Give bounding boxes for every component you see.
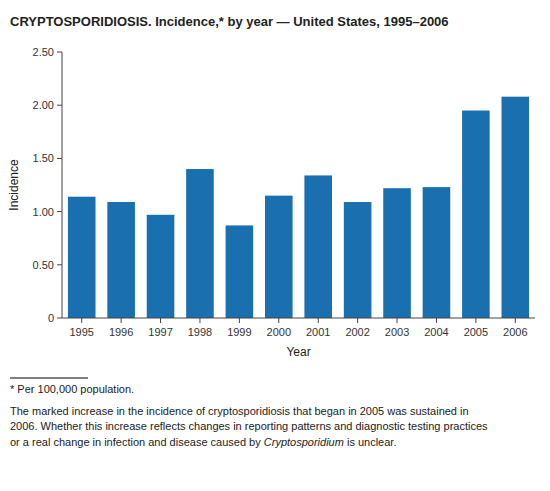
x-tick xyxy=(278,318,279,323)
bar xyxy=(68,197,96,318)
footnote: 2006. Whether this increase reflects cha… xyxy=(10,420,488,432)
y-tick xyxy=(57,105,62,106)
y-tick xyxy=(57,318,62,319)
y-tick-label: 1.00 xyxy=(33,206,54,218)
x-tick xyxy=(160,318,161,323)
x-tick xyxy=(121,318,122,323)
x-tick xyxy=(397,318,398,323)
x-tick-label: 1999 xyxy=(227,326,251,338)
x-tick-label: 1998 xyxy=(188,326,212,338)
x-tick xyxy=(81,318,82,323)
x-tick-label: 1996 xyxy=(109,326,133,338)
x-tick xyxy=(475,318,476,323)
bar xyxy=(383,188,411,318)
footnote: * Per 100,000 population. xyxy=(10,383,134,395)
x-tick xyxy=(239,318,240,323)
bar xyxy=(265,196,293,318)
y-tick xyxy=(57,158,62,159)
footnote-run: or a real change in infection and diseas… xyxy=(10,436,264,448)
y-tick-label: 2.00 xyxy=(33,99,54,111)
footnote: The marked increase in the incidence of … xyxy=(10,405,469,417)
bar xyxy=(226,225,254,318)
x-tick-label: 1997 xyxy=(148,326,172,338)
footnote-run: Cryptosporidium xyxy=(264,436,344,448)
x-tick-label: 1995 xyxy=(69,326,93,338)
footnote: or a real change in infection and diseas… xyxy=(10,436,396,448)
x-axis-label: Year xyxy=(286,345,310,359)
x-tick-label: 2003 xyxy=(385,326,409,338)
y-tick-label: 0 xyxy=(48,312,54,324)
y-tick xyxy=(57,52,62,53)
footnotes: * Per 100,000 population. The marked incr… xyxy=(10,378,488,448)
bar xyxy=(462,111,490,318)
y-tick-label: 2.50 xyxy=(33,46,54,58)
y-tick xyxy=(57,264,62,265)
footnote-separator xyxy=(10,378,88,379)
bar xyxy=(147,215,175,318)
x-axis-line xyxy=(62,318,535,319)
x-tick xyxy=(357,318,358,323)
bars xyxy=(68,97,529,318)
x-tick-label: 2005 xyxy=(464,326,488,338)
bar xyxy=(304,175,332,318)
y-axis-label: Incidence xyxy=(7,159,21,211)
y-axis-line xyxy=(62,52,63,318)
title: CRYPTOSPORIDIOSIS. Incidence,* by year —… xyxy=(10,14,449,29)
bar xyxy=(501,97,529,318)
bar xyxy=(423,187,451,318)
y-tick xyxy=(57,211,62,212)
axes: 0 0.50 1.00 1.50 2.00 2.50 1995 1996 1997 1998 199… xyxy=(33,46,535,338)
x-tick xyxy=(199,318,200,323)
footnote-run: is unclear. xyxy=(344,436,397,448)
x-tick-label: 2004 xyxy=(424,326,448,338)
y-tick-label: 0.50 xyxy=(33,259,54,271)
bar xyxy=(107,202,135,318)
bar xyxy=(186,169,214,318)
x-tick xyxy=(318,318,319,323)
y-tick-label: 1.50 xyxy=(33,152,54,164)
x-tick-label: 2001 xyxy=(306,326,330,338)
x-tick xyxy=(515,318,516,323)
x-tick-label: 2000 xyxy=(267,326,291,338)
x-tick-label: 2006 xyxy=(503,326,527,338)
x-tick xyxy=(436,318,437,323)
x-tick-label: 2002 xyxy=(345,326,369,338)
bar xyxy=(344,202,372,318)
